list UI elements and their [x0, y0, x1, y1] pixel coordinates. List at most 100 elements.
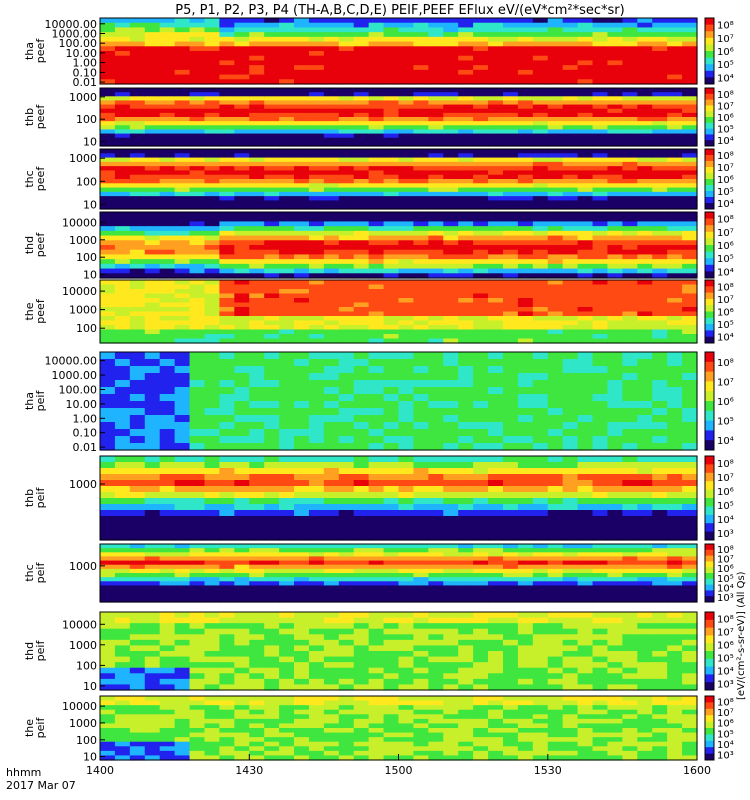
- heatmap-cell: [443, 534, 459, 541]
- heatmap-cell: [219, 298, 235, 304]
- heatmap-cell: [667, 92, 683, 97]
- heatmap-cell: [577, 32, 594, 38]
- heatmap-cell: [129, 74, 146, 80]
- heatmap-cell: [174, 254, 191, 260]
- heatmap-cell: [308, 492, 325, 499]
- heatmap-cell: [473, 92, 489, 97]
- heatmap-cell: [204, 183, 221, 189]
- heatmap-cell: [159, 617, 176, 624]
- heatmap-cell: [413, 161, 429, 167]
- heatmap-cell: [264, 216, 280, 223]
- heatmap-cell: [547, 486, 564, 493]
- heatmap-cell: [174, 597, 191, 603]
- heatmap-cell: [607, 298, 623, 304]
- heatmap-cell: [338, 581, 355, 587]
- heatmap-cell: [473, 174, 489, 180]
- heatmap-cell: [517, 141, 534, 147]
- heatmap-cell: [473, 462, 489, 469]
- heatmap-cell: [473, 486, 489, 493]
- heatmap-cell: [652, 100, 668, 106]
- heatmap-cell: [428, 293, 444, 299]
- heatmap-cell: [264, 552, 280, 558]
- heatmap-cell: [144, 387, 161, 395]
- heatmap-cell: [652, 284, 668, 290]
- heatmap-cell: [264, 108, 280, 114]
- heatmap-cell: [189, 380, 206, 388]
- heatmap-cell: [174, 474, 191, 481]
- heatmap-cell: [189, 293, 206, 299]
- heatmap-cell: [368, 548, 385, 553]
- heatmap-cell: [443, 528, 459, 535]
- heatmap-cell: [502, 183, 519, 189]
- heatmap-cell: [353, 552, 370, 558]
- heatmap-cell: [114, 100, 131, 106]
- heatmap-cell: [562, 577, 579, 582]
- heatmap-cell: [502, 259, 519, 265]
- colorbar-cell: [705, 157, 714, 160]
- heatmap-cell: [174, 100, 191, 106]
- heatmap-cell: [443, 577, 459, 582]
- heatmap-cell: [114, 352, 131, 360]
- heatmap-cell: [413, 179, 429, 184]
- heatmap-cell: [517, 200, 534, 206]
- heatmap-cell: [443, 245, 459, 251]
- heatmap-cell: [637, 216, 653, 223]
- heatmap-cell: [502, 510, 519, 517]
- heatmap-cell: [473, 429, 489, 437]
- heatmap-cell: [353, 373, 370, 381]
- heatmap-cell: [607, 96, 623, 102]
- heatmap-cell: [323, 401, 340, 409]
- heatmap-cell: [308, 69, 325, 76]
- heatmap-cell: [114, 307, 131, 313]
- heatmap-cell: [219, 359, 235, 367]
- heatmap-cell: [323, 196, 340, 202]
- colorbar-cell: [705, 446, 714, 451]
- heatmap-cell: [458, 564, 474, 570]
- heatmap-cell: [159, 645, 176, 652]
- heatmap-cell: [174, 667, 191, 674]
- heatmap-cell: [219, 46, 235, 52]
- heatmap-cell: [174, 141, 191, 147]
- heatmap-cell: [383, 302, 400, 308]
- heatmap-cell: [577, 280, 594, 286]
- heatmap-cell: [353, 212, 370, 218]
- heatmap-cell: [413, 443, 429, 451]
- colorbar-cell: [705, 555, 714, 559]
- heatmap-cell: [458, 121, 474, 126]
- heatmap-cell: [368, 166, 385, 172]
- heatmap-cell: [338, 380, 355, 388]
- heatmap-cell: [383, 240, 400, 246]
- heatmap-cell: [652, 298, 668, 304]
- heatmap-cell: [189, 302, 206, 308]
- heatmap-cell: [398, 245, 415, 251]
- heatmap-cell: [189, 200, 206, 206]
- heatmap-cell: [234, 259, 250, 265]
- heatmap-cell: [458, 320, 474, 326]
- heatmap-cell: [488, 298, 504, 304]
- heatmap-cell: [144, 585, 161, 591]
- colorbar-cell: [705, 260, 714, 264]
- heatmap-cell: [129, 366, 146, 374]
- heatmap-cell: [517, 474, 534, 481]
- heatmap-cell: [592, 573, 609, 578]
- heatmap-cell: [159, 528, 176, 535]
- heatmap-cell: [413, 69, 429, 76]
- heatmap-cell: [129, 429, 146, 437]
- heatmap-cell: [308, 280, 325, 286]
- heatmap-cell: [562, 204, 579, 210]
- heatmap-cell: [219, 429, 235, 437]
- heatmap-cell: [413, 112, 429, 118]
- heatmap-cell: [144, 617, 161, 624]
- colorbar-tick-label: 10⁵: [717, 417, 734, 428]
- heatmap-cell: [174, 226, 191, 232]
- heatmap-cell: [353, 268, 370, 274]
- heatmap-cell: [144, 79, 161, 85]
- heatmap-cell: [652, 46, 668, 52]
- heatmap-cell: [383, 577, 400, 582]
- heatmap-cell: [323, 289, 340, 295]
- heatmap-cell: [592, 65, 609, 71]
- heatmap-cell: [114, 623, 131, 630]
- heatmap-cell: [488, 166, 504, 172]
- heatmap-cell: [114, 273, 131, 279]
- panel-label: tha: [23, 392, 36, 410]
